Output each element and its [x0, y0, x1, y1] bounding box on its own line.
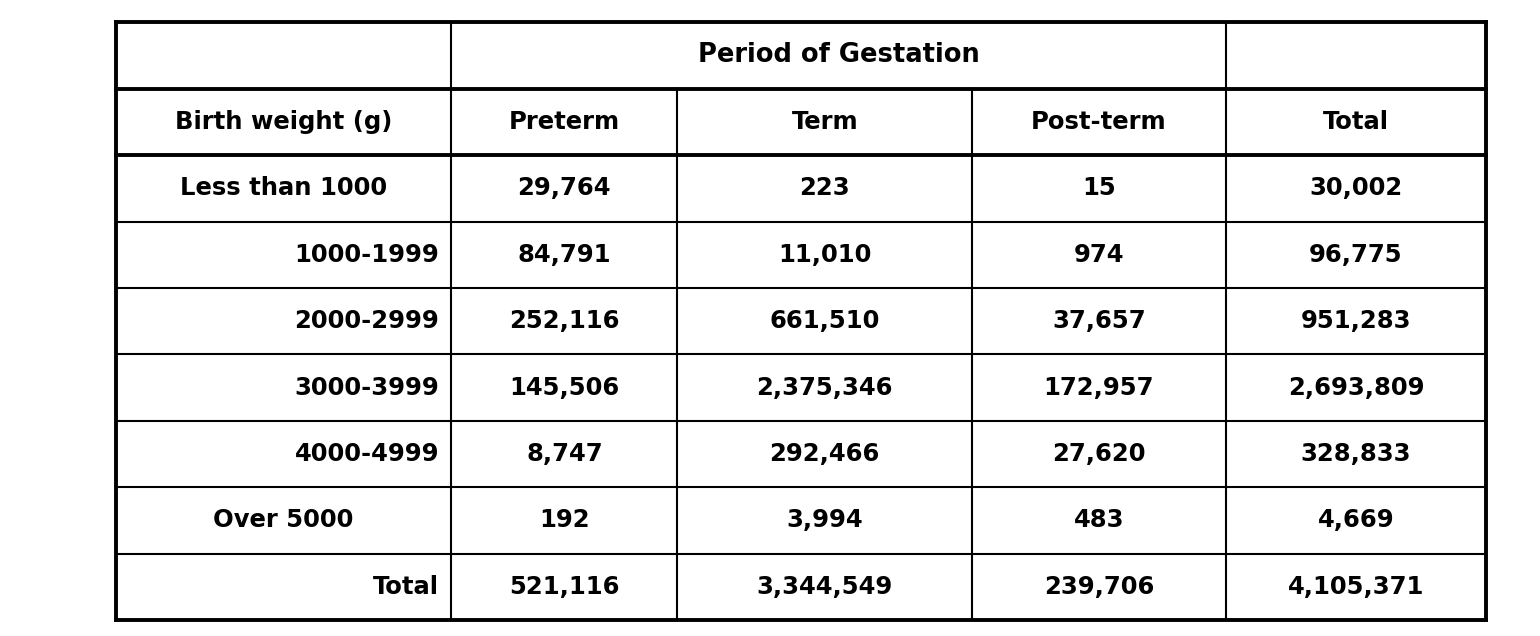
Text: 2,375,346: 2,375,346	[756, 376, 893, 399]
Text: 521,116: 521,116	[510, 575, 619, 599]
Text: 328,833: 328,833	[1301, 442, 1411, 466]
Text: 3000-3999: 3000-3999	[294, 376, 439, 399]
Text: Term: Term	[792, 110, 858, 134]
Text: 223: 223	[799, 176, 850, 200]
Text: 172,957: 172,957	[1044, 376, 1153, 399]
Text: 29,764: 29,764	[517, 176, 611, 200]
Bar	[116, 22, 1486, 620]
Text: 239,706: 239,706	[1044, 575, 1153, 599]
Text: 37,657: 37,657	[1052, 309, 1146, 333]
Text: Less than 1000: Less than 1000	[180, 176, 387, 200]
Text: 192: 192	[539, 508, 590, 532]
Text: 661,510: 661,510	[770, 309, 879, 333]
Text: 8,747: 8,747	[527, 442, 602, 466]
Text: 30,002: 30,002	[1309, 176, 1403, 200]
Text: 2000-2999: 2000-2999	[294, 309, 439, 333]
Text: 96,775: 96,775	[1309, 243, 1403, 266]
Text: 1000-1999: 1000-1999	[294, 243, 439, 266]
Text: 483: 483	[1073, 508, 1124, 532]
Text: 15: 15	[1083, 176, 1116, 200]
Text: 951,283: 951,283	[1301, 309, 1411, 333]
Text: 292,466: 292,466	[770, 442, 879, 466]
Text: 4,669: 4,669	[1318, 508, 1394, 532]
Text: 4,105,371: 4,105,371	[1287, 575, 1425, 599]
Text: 145,506: 145,506	[510, 376, 619, 399]
Text: 27,620: 27,620	[1052, 442, 1146, 466]
Text: Over 5000: Over 5000	[213, 508, 354, 532]
Text: 11,010: 11,010	[778, 243, 872, 266]
Text: Birth weight (g): Birth weight (g)	[174, 110, 393, 134]
Text: Post-term: Post-term	[1032, 110, 1167, 134]
Text: 2,693,809: 2,693,809	[1287, 376, 1425, 399]
Text: Total: Total	[373, 575, 439, 599]
Text: 974: 974	[1073, 243, 1124, 266]
Text: Total: Total	[1323, 110, 1389, 134]
Text: 252,116: 252,116	[510, 309, 619, 333]
Text: 3,994: 3,994	[787, 508, 862, 532]
Text: 4000-4999: 4000-4999	[294, 442, 439, 466]
Text: 84,791: 84,791	[517, 243, 611, 266]
Text: Period of Gestation: Period of Gestation	[698, 43, 979, 69]
Text: 3,344,549: 3,344,549	[756, 575, 893, 599]
Text: Preterm: Preterm	[508, 110, 621, 134]
